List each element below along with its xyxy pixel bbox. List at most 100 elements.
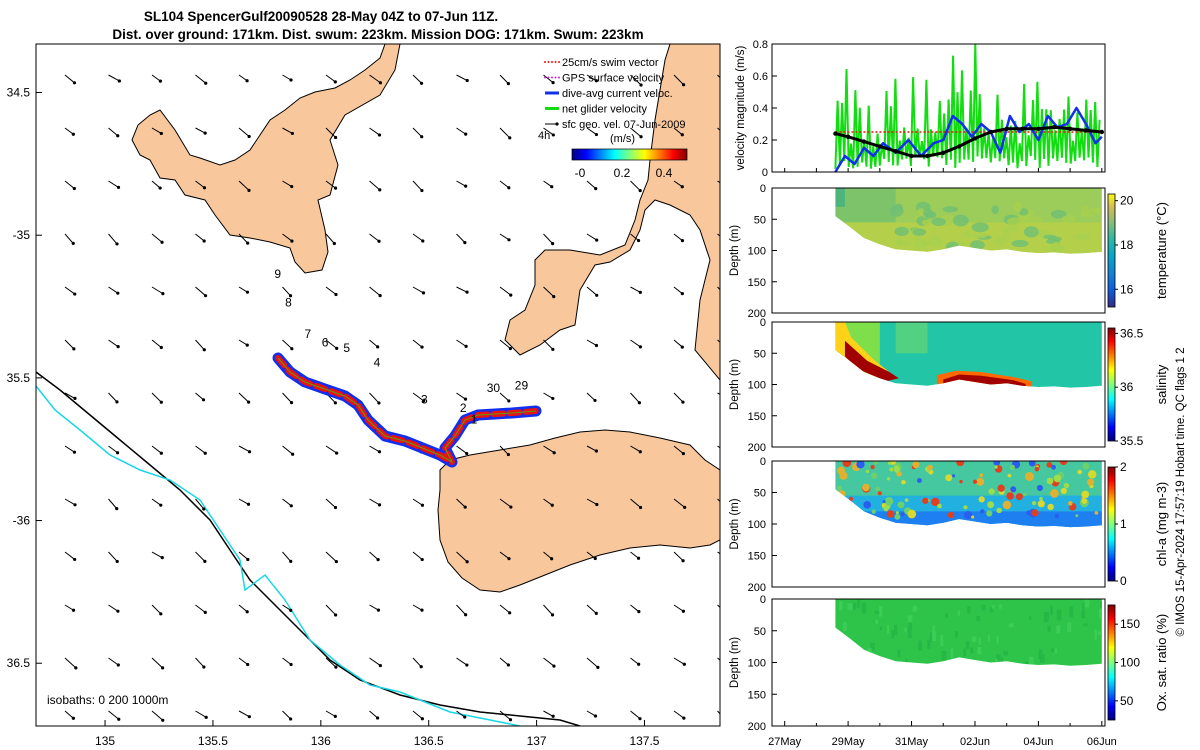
legend-swatch-dot xyxy=(544,76,546,79)
section-panel-temperature: 0 50 100 150 200 Depth (m) 16 18 20 temperature (… xyxy=(729,183,1169,320)
chl-blob xyxy=(1002,500,1012,510)
legend-item: dive-avg current veloc. xyxy=(545,88,673,100)
geostrophic-arrow-head xyxy=(724,505,727,508)
section-ytick-label: 50 xyxy=(754,214,766,226)
geostrophic-arrow-shaft xyxy=(238,604,248,613)
geostrophic-arrow-head xyxy=(202,186,207,190)
geostrophic-arrow-shaft xyxy=(195,445,206,454)
geostrophic-arrow xyxy=(412,286,426,295)
geostrophic-arrow-shaft xyxy=(717,392,720,395)
colorbar-tick-label: 50 xyxy=(1120,694,1134,708)
geostrophic-arrow xyxy=(64,392,77,400)
temp-blob xyxy=(1013,201,1022,213)
map-panel: 12 3 4 567 8 9 30 29 135 135.5 136 136.5 137 137.5 34… xyxy=(7,43,728,748)
geostrophic-arrow-head xyxy=(245,343,249,347)
geostrophic-arrow-head xyxy=(463,241,467,245)
geostrophic-arrow xyxy=(282,445,295,456)
velocity-series-point xyxy=(1067,126,1073,131)
geostrophic-arrow xyxy=(717,233,720,237)
geostrophic-arrow xyxy=(238,180,251,192)
isobath-label: isobaths: 0 200 1000m xyxy=(47,693,168,707)
chl-blob xyxy=(901,479,906,485)
geostrophic-arrow xyxy=(151,604,163,616)
geostrophic-arrow-head xyxy=(464,613,468,617)
geostrophic-arrow xyxy=(325,710,337,718)
geostrophic-arrow-shaft xyxy=(151,604,162,615)
oxy-texture xyxy=(996,636,999,644)
temp-blob xyxy=(1002,231,1010,242)
velocity-ytick-label: 0 xyxy=(762,167,768,179)
geostrophic-arrow-head xyxy=(160,240,164,244)
geostrophic-arrow xyxy=(456,180,468,188)
geostrophic-arrow-shaft xyxy=(108,286,119,294)
oxy-texture xyxy=(954,631,958,638)
geostrophic-arrow-shaft xyxy=(412,74,422,84)
chl-blob xyxy=(980,509,985,514)
temp-blob xyxy=(1050,241,1062,253)
geostrophic-arrow-head xyxy=(245,79,249,83)
velocity-series-point xyxy=(1099,129,1105,135)
chl-blob xyxy=(1031,509,1039,517)
geostrophic-arrow-shaft xyxy=(543,286,555,297)
geostrophic-arrow xyxy=(412,498,425,507)
geostrophic-arrow xyxy=(456,445,469,456)
geostrophic-arrow-shaft xyxy=(195,233,205,242)
geostrophic-arrow xyxy=(630,604,641,614)
geostrophic-arrow-shaft xyxy=(543,74,554,84)
geostrophic-arrow-shaft xyxy=(195,74,207,84)
section-ytick-label: 0 xyxy=(760,317,766,329)
geostrophic-arrow-shaft xyxy=(369,551,379,561)
geostrophic-arrow xyxy=(151,710,165,722)
colorbar-tick-label: 36 xyxy=(1120,380,1134,394)
geostrophic-arrow xyxy=(673,127,684,137)
geostrophic-arrow-head xyxy=(595,502,599,507)
colorbar-unit: (m/s) xyxy=(610,133,635,145)
geostrophic-arrow-head xyxy=(507,399,511,403)
geostrophic-arrow xyxy=(151,551,164,560)
section-ytick-label: 100 xyxy=(748,380,766,392)
geostrophic-arrow xyxy=(151,339,163,350)
legend-label: GPS surface velocity xyxy=(562,73,665,85)
geostrophic-arrow-shaft xyxy=(673,551,684,562)
geostrophic-arrow-head xyxy=(376,608,381,612)
velocity-panel: 0 0.2 0.4 0.6 0.8 velocity magnitude (m/s) xyxy=(735,39,1106,179)
chl-blob xyxy=(963,510,973,520)
geostrophic-arrow-shaft xyxy=(543,657,555,667)
chl-blob xyxy=(870,465,875,470)
chl-blob xyxy=(1010,486,1017,493)
geostrophic-arrow-head xyxy=(72,186,76,191)
geostrophic-arrow xyxy=(543,392,555,401)
geostrophic-arrow xyxy=(238,74,249,83)
time-xtick-label: 29May xyxy=(832,736,866,748)
geostrophic-arrow xyxy=(369,498,382,507)
waypoint-labels: 12 3 4 567 8 9 30 29 xyxy=(274,267,528,427)
chl-blob xyxy=(894,465,899,471)
geostrophic-arrow-head xyxy=(594,343,599,348)
section-ytick-label: 200 xyxy=(748,582,766,594)
geostrophic-arrow-shaft xyxy=(630,657,639,665)
geostrophic-arrow-head xyxy=(552,295,556,299)
oxy-texture xyxy=(965,641,970,650)
geostrophic-arrow-head xyxy=(725,186,728,189)
geostrophic-arrow xyxy=(282,604,293,612)
geostrophic-arrow xyxy=(108,127,120,138)
chl-blob xyxy=(1034,466,1040,472)
geostrophic-arrow xyxy=(673,339,684,349)
chl-blob xyxy=(987,501,995,509)
geostrophic-arrow-head xyxy=(550,185,554,189)
velocity-series-line xyxy=(835,125,1102,158)
geostrophic-arrow-head xyxy=(419,81,424,85)
section-ytick-label: 50 xyxy=(754,626,766,638)
geostrophic-arrow-head xyxy=(246,241,250,245)
geostrophic-arrow-head xyxy=(247,134,251,139)
chl-blob xyxy=(971,515,975,519)
geostrophic-arrow-head xyxy=(115,507,119,511)
geostrophic-arrow xyxy=(108,710,121,721)
oxy-texture xyxy=(1008,623,1014,628)
geostrophic-arrow-shaft xyxy=(630,392,640,404)
geostrophic-arrow xyxy=(195,127,207,135)
geostrophic-arrow-head xyxy=(593,398,597,403)
geostrophic-arrow-head xyxy=(333,714,337,718)
temp-blob xyxy=(1026,216,1043,224)
